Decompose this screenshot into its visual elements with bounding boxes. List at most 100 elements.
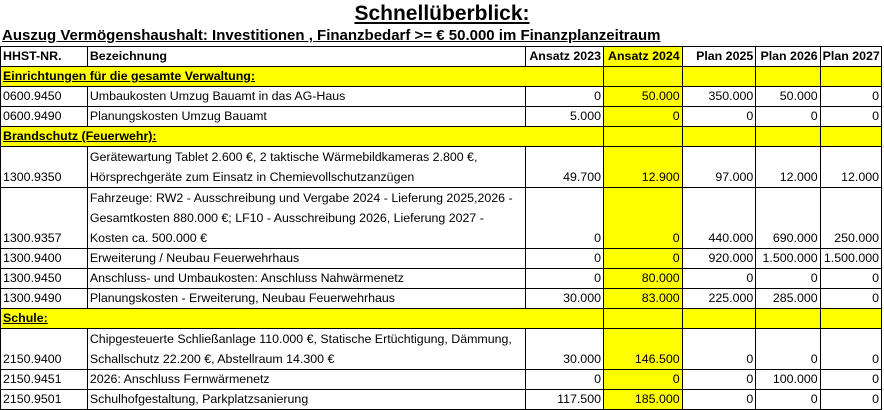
- cell-hhst-nr[interactable]: 2150.9400: [0, 328, 88, 370]
- cell-hhst-nr[interactable]: 1300.9400: [0, 248, 88, 269]
- cell-p2027[interactable]: 0: [819, 328, 883, 370]
- header-plan-2026[interactable]: Plan 2026: [755, 46, 821, 67]
- cell-p2026[interactable]: 0: [755, 389, 821, 410]
- cell-p2026[interactable]: 0: [755, 268, 821, 289]
- cell-bezeichnung[interactable]: 2026: Anschluss Fernwärmenetz: [86, 369, 527, 390]
- cell-a2023[interactable]: 30.000: [525, 328, 604, 370]
- cell-bezeichnung[interactable]: Gerätewartung Tablet 2.600 €, 2 taktisch…: [86, 146, 527, 188]
- cell-hhst-nr[interactable]: 0600.9490: [0, 106, 88, 127]
- cell-p2025[interactable]: 225.000: [681, 288, 757, 309]
- cell-a2024[interactable]: 146.500: [602, 328, 683, 370]
- cell-a2023[interactable]: 0: [525, 248, 604, 269]
- cell-p2025[interactable]: 0: [681, 268, 757, 289]
- cell-hhst-nr[interactable]: 0600.9450: [0, 86, 88, 107]
- section-blank-cell[interactable]: [681, 126, 757, 147]
- cell-p2025[interactable]: 920.000: [681, 248, 757, 269]
- cell-p2026[interactable]: 100.000: [755, 369, 821, 390]
- cell-p2025[interactable]: 440.000: [681, 187, 757, 249]
- cell-a2023[interactable]: 0: [525, 86, 604, 107]
- cell-hhst-nr[interactable]: 1300.9490: [0, 288, 88, 309]
- section-label[interactable]: Schule:: [0, 308, 604, 329]
- cell-a2023[interactable]: 49.700: [525, 146, 604, 188]
- section-blank-cell[interactable]: [681, 308, 757, 329]
- table-row: 1300.9400 Erweiterung / Neubau Feuerwehrh…: [0, 248, 883, 269]
- header-ansatz-2023[interactable]: Ansatz 2023: [525, 46, 604, 67]
- cell-a2024[interactable]: 0: [602, 187, 683, 249]
- cell-bezeichnung[interactable]: Erweiterung / Neubau Feuerwehrhaus: [86, 248, 527, 269]
- cell-bezeichnung[interactable]: Schulhofgestaltung, Parkplatzsanierung: [86, 389, 527, 410]
- section-label[interactable]: Brandschutz (Feuerwehr):: [0, 126, 604, 147]
- cell-p2027[interactable]: 0: [819, 369, 883, 390]
- header-ansatz-2024[interactable]: Ansatz 2024: [602, 46, 683, 67]
- section-row: Brandschutz (Feuerwehr):: [0, 126, 883, 147]
- header-bezeichnung[interactable]: Bezeichnung: [86, 46, 527, 67]
- header-hhst-nr[interactable]: HHST-NR.: [0, 46, 88, 67]
- cell-a2024[interactable]: 0: [602, 106, 683, 127]
- cell-p2025[interactable]: 0: [681, 106, 757, 127]
- cell-bezeichnung[interactable]: Anschluss- und Umbaukosten: Anschluss Na…: [86, 268, 527, 289]
- cell-p2027[interactable]: 250.000: [819, 187, 883, 249]
- cell-p2027[interactable]: 12.000: [819, 146, 883, 188]
- cell-p2026[interactable]: 285.000: [755, 288, 821, 309]
- section-blank-cell[interactable]: [755, 66, 821, 87]
- cell-p2026[interactable]: 0: [755, 106, 821, 127]
- cell-p2026[interactable]: 50.000: [755, 86, 821, 107]
- cell-p2026[interactable]: 12.000: [755, 146, 821, 188]
- cell-a2023[interactable]: 5.000: [525, 106, 604, 127]
- table-row: 2150.9501 Schulhofgestaltung, Parkplatzsa…: [0, 389, 883, 410]
- table-row: 1300.9350 Gerätewartung Tablet 2.600 €, 2…: [0, 146, 883, 188]
- cell-p2025[interactable]: 0: [681, 328, 757, 370]
- section-blank-cell[interactable]: [602, 66, 683, 87]
- cell-bezeichnung[interactable]: Fahrzeuge: RW2 - Ausschreibung und Verga…: [86, 187, 527, 249]
- section-blank-cell[interactable]: [602, 126, 683, 147]
- cell-p2025[interactable]: 97.000: [681, 146, 757, 188]
- table-row: 2150.9400 Chipgesteuerte Schließanlage 11…: [0, 328, 883, 370]
- cell-p2027[interactable]: 0: [819, 86, 883, 107]
- section-label[interactable]: Einrichtungen für die gesamte Verwaltung…: [0, 66, 604, 87]
- cell-p2027[interactable]: 0: [819, 106, 883, 127]
- cell-hhst-nr[interactable]: 2150.9501: [0, 389, 88, 410]
- cell-p2026[interactable]: 690.000: [755, 187, 821, 249]
- section-blank-cell[interactable]: [819, 308, 883, 329]
- cell-p2026[interactable]: 1.500.000: [755, 248, 821, 269]
- cell-bezeichnung[interactable]: Chipgesteuerte Schließanlage 110.000 €, …: [86, 328, 527, 370]
- cell-a2024[interactable]: 12.900: [602, 146, 683, 188]
- cell-a2023[interactable]: 0: [525, 268, 604, 289]
- cell-a2024[interactable]: 83.000: [602, 288, 683, 309]
- cell-a2024[interactable]: 80.000: [602, 268, 683, 289]
- cell-bezeichnung[interactable]: Planungskosten - Erweiterung, Neubau Feu…: [86, 288, 527, 309]
- cell-a2023[interactable]: 0: [525, 369, 604, 390]
- cell-p2027[interactable]: 0: [819, 288, 883, 309]
- section-blank-cell[interactable]: [755, 126, 821, 147]
- table-row: 2150.9451 2026: Anschluss Fernwärmenetz 0 0…: [0, 369, 883, 390]
- cell-hhst-nr[interactable]: 1300.9450: [0, 268, 88, 289]
- cell-a2024[interactable]: 0: [602, 248, 683, 269]
- cell-p2025[interactable]: 0: [681, 369, 757, 390]
- table-header-row: HHST-NR. Bezeichnung Ansatz 2023 Ansatz …: [0, 46, 883, 67]
- cell-hhst-nr[interactable]: 1300.9357: [0, 187, 88, 249]
- header-plan-2027[interactable]: Plan 2027: [819, 46, 883, 67]
- cell-a2024[interactable]: 185.000: [602, 389, 683, 410]
- table-row: 0600.9450 Umbaukosten Umzug Bauamt in das…: [0, 86, 883, 107]
- cell-bezeichnung[interactable]: Planungskosten Umzug Bauamt: [86, 106, 527, 127]
- cell-a2023[interactable]: 0: [525, 187, 604, 249]
- cell-a2023[interactable]: 117.500: [525, 389, 604, 410]
- cell-bezeichnung[interactable]: Umbaukosten Umzug Bauamt in das AG-Haus: [86, 86, 527, 107]
- cell-p2027[interactable]: 0: [819, 268, 883, 289]
- section-blank-cell[interactable]: [602, 308, 683, 329]
- cell-p2026[interactable]: 0: [755, 328, 821, 370]
- cell-a2023[interactable]: 30.000: [525, 288, 604, 309]
- section-blank-cell[interactable]: [819, 66, 883, 87]
- cell-p2027[interactable]: 0: [819, 389, 883, 410]
- cell-p2025[interactable]: 350.000: [681, 86, 757, 107]
- cell-p2025[interactable]: 0: [681, 389, 757, 410]
- section-blank-cell[interactable]: [681, 66, 757, 87]
- cell-hhst-nr[interactable]: 1300.9350: [0, 146, 88, 188]
- cell-a2024[interactable]: 0: [602, 369, 683, 390]
- cell-a2024[interactable]: 50.000: [602, 86, 683, 107]
- header-plan-2025[interactable]: Plan 2025: [681, 46, 757, 67]
- section-blank-cell[interactable]: [755, 308, 821, 329]
- cell-hhst-nr[interactable]: 2150.9451: [0, 369, 88, 390]
- section-blank-cell[interactable]: [819, 126, 883, 147]
- cell-p2027[interactable]: 1.500.000: [819, 248, 883, 269]
